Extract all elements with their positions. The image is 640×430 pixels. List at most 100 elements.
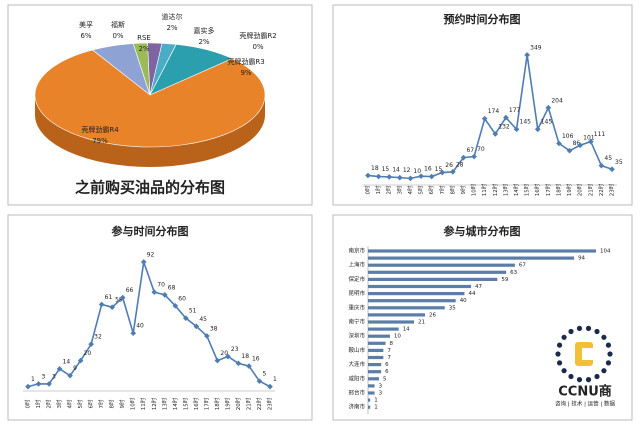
bar xyxy=(368,306,445,310)
x-tick-label: 4时 xyxy=(66,399,74,408)
y-tick-label: 重庆市 xyxy=(348,303,365,311)
data-label: 1 xyxy=(374,398,378,404)
logo-name: CCNU商 xyxy=(558,384,612,400)
data-label: 9 xyxy=(73,365,77,372)
x-tick-label: 12时 xyxy=(150,397,158,410)
x-tick-label: 18时 xyxy=(213,397,221,410)
x-tick-label: 8时 xyxy=(448,185,456,194)
x-tick-label: 15时 xyxy=(181,397,189,410)
point-marker xyxy=(172,302,179,309)
x-tick-label: 0时 xyxy=(24,399,32,408)
point-marker xyxy=(246,363,252,369)
point-marker xyxy=(503,114,509,121)
point-marker xyxy=(450,168,456,175)
point-marker xyxy=(545,104,552,111)
pie-slice xyxy=(34,49,266,148)
data-label: 3 xyxy=(42,373,46,380)
slice-label: RSE xyxy=(137,34,151,42)
panel xyxy=(332,4,633,206)
data-label: 68 xyxy=(168,284,176,291)
point-marker xyxy=(225,353,231,360)
point-marker xyxy=(267,383,273,390)
x-tick-label: 7时 xyxy=(97,399,105,408)
data-label: 174 xyxy=(488,108,500,115)
logo-dot xyxy=(585,325,592,331)
x-tick-label: 0时 xyxy=(364,185,372,194)
data-label: 6 xyxy=(385,362,389,368)
bar xyxy=(368,355,384,360)
y-tick-label: 上海市 xyxy=(348,261,365,269)
x-tick-label: 19时 xyxy=(223,397,231,410)
data-label: 16 xyxy=(424,166,432,173)
x-tick-label: 6时 xyxy=(87,399,95,408)
data-label: 21 xyxy=(418,320,425,326)
point-marker xyxy=(524,52,530,58)
logo-dot xyxy=(576,377,583,383)
point-marker xyxy=(609,166,615,173)
point-marker xyxy=(77,357,84,364)
slice-value-label: 0% xyxy=(112,32,123,40)
data-label: 20 xyxy=(84,350,92,357)
data-label: 14 xyxy=(392,166,400,173)
data-label: 15 xyxy=(435,166,443,173)
panel xyxy=(7,214,313,421)
x-tick-label: 14时 xyxy=(171,397,179,410)
point-marker xyxy=(587,138,594,145)
x-tick-label: 9时 xyxy=(118,399,126,408)
bar xyxy=(368,320,415,324)
point-marker xyxy=(513,126,520,133)
logo-dot xyxy=(561,368,567,374)
bar xyxy=(368,391,375,395)
y-tick-label: 保定市 xyxy=(348,275,365,283)
data-label: 94 xyxy=(578,256,585,262)
x-tick-label: 16时 xyxy=(533,183,541,196)
point-marker xyxy=(471,153,477,160)
data-label: 5 xyxy=(262,371,266,378)
x-tick-label: 13时 xyxy=(160,397,168,410)
data-label: 145 xyxy=(541,119,553,126)
y-tick-label: 深圳市 xyxy=(348,332,365,340)
x-tick-label: 5时 xyxy=(417,185,425,194)
logo-dot xyxy=(576,325,583,331)
point-marker xyxy=(204,333,210,339)
x-tick-label: 22时 xyxy=(597,183,605,196)
slice-value-label: 6% xyxy=(80,32,91,40)
slice-label: 嘉实多 xyxy=(194,26,215,35)
data-label: 349 xyxy=(530,45,542,52)
data-label: 45 xyxy=(199,316,207,323)
point-marker xyxy=(214,357,221,364)
chart-title: 预约时间分布图 xyxy=(444,12,521,26)
x-tick-label: 10时 xyxy=(129,397,137,410)
slice-label: 道达尔 xyxy=(162,12,183,21)
bar xyxy=(368,256,575,260)
logo-dot xyxy=(556,342,563,348)
x-tick-label: 20时 xyxy=(234,397,242,410)
point-marker xyxy=(119,294,126,301)
slice-label: 美孚 xyxy=(79,20,93,29)
data-label: 106 xyxy=(562,133,574,140)
bar xyxy=(368,384,375,388)
logo-dot xyxy=(605,360,612,366)
point-marker xyxy=(492,131,499,137)
data-label: 18 xyxy=(371,165,379,172)
x-tick-label: 21时 xyxy=(586,183,594,196)
logo-dot xyxy=(605,342,612,348)
data-label: 5 xyxy=(383,376,387,382)
x-tick-label: 10时 xyxy=(470,183,478,196)
data-label: 60 xyxy=(178,295,186,302)
bar xyxy=(368,299,456,303)
data-label: 67 xyxy=(519,263,526,269)
logo-dot xyxy=(568,328,574,335)
slice-label: 壳牌劲霸R2 xyxy=(239,31,276,40)
x-tick-label: 20时 xyxy=(576,183,584,196)
x-tick-label: 17时 xyxy=(544,183,552,196)
data-label: 101 xyxy=(583,135,595,142)
y-tick-label: 鞍山市 xyxy=(348,346,365,354)
bar xyxy=(368,334,390,338)
data-label: 26 xyxy=(445,162,453,169)
data-label: 70 xyxy=(477,146,485,153)
data-label: 8 xyxy=(390,341,394,347)
bar xyxy=(368,270,507,274)
data-label: 23 xyxy=(231,346,239,353)
